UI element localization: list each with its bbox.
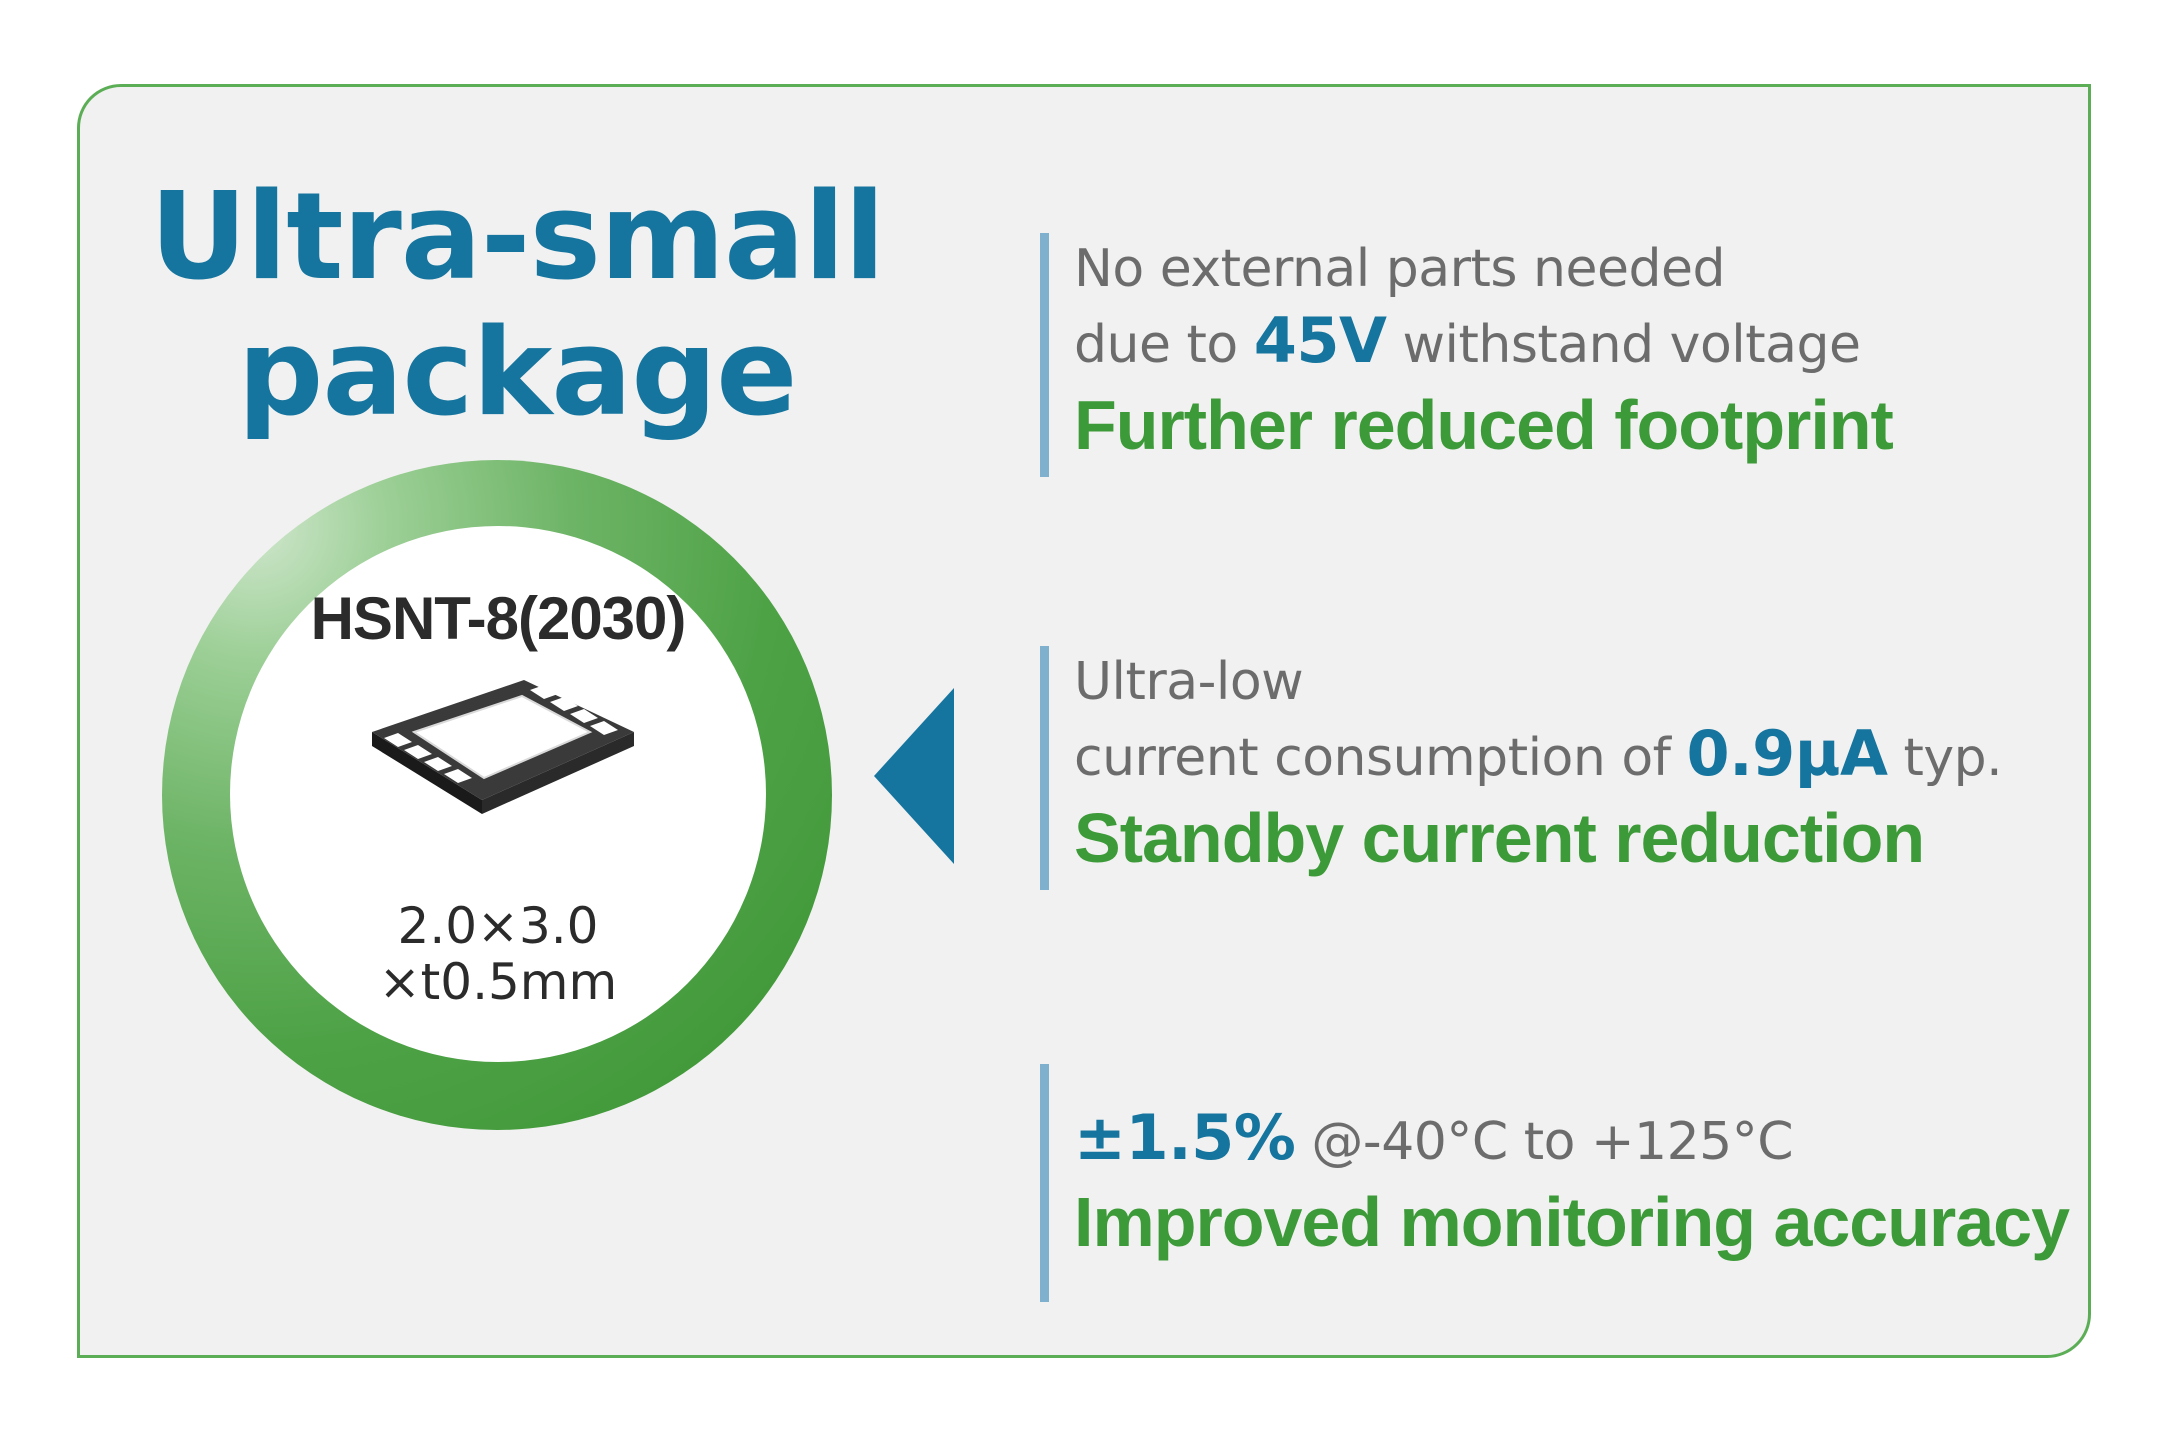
- dims-line1: 2.0×3.0: [397, 897, 599, 955]
- headline: Ultra-small package: [77, 170, 957, 442]
- feature-desc: due to 45V withstand voltage: [1074, 305, 1893, 381]
- package-name: HSNT-8(2030): [310, 585, 687, 652]
- highlight-value: 45V: [1253, 304, 1387, 377]
- headline-line1: Ultra-small: [149, 168, 886, 307]
- left-triangle-arrow-icon: [874, 688, 954, 864]
- feature-current: Ultra-low current consumption of 0.9µA t…: [1040, 646, 2003, 890]
- headline-line2: package: [237, 304, 797, 443]
- feature-benefit: Standby current reduction: [1074, 799, 1925, 877]
- desc-text: current consumption of: [1074, 728, 1687, 788]
- feature-desc: ±1.5% @-40°C to +125°C: [1074, 1102, 2069, 1178]
- highlight-value: ±1.5%: [1074, 1101, 1296, 1174]
- desc-text: due to: [1074, 315, 1254, 375]
- desc-text: typ.: [1887, 728, 2003, 788]
- feature-voltage: No external parts needed due to 45V with…: [1040, 233, 1894, 477]
- package-dimensions: 2.0×3.0 ×t0.5mm: [230, 898, 766, 1010]
- desc-text: withstand voltage: [1386, 315, 1861, 375]
- feature-accuracy: ±1.5% @-40°C to +125°C Improved monitori…: [1040, 1064, 2070, 1302]
- feature-desc: Ultra-low: [1074, 652, 1304, 712]
- ic-package-icon: [372, 680, 634, 814]
- feature-benefit: Improved monitoring accuracy: [1074, 1183, 2070, 1261]
- dims-line2: ×t0.5mm: [378, 953, 618, 1011]
- desc-text: @-40°C to +125°C: [1295, 1112, 1794, 1172]
- highlight-value: 0.9µA: [1686, 717, 1888, 790]
- feature-desc: current consumption of 0.9µA typ.: [1074, 717, 2003, 794]
- feature-desc: No external parts needed: [1074, 239, 1725, 299]
- feature-benefit: Further reduced footprint: [1074, 386, 1894, 464]
